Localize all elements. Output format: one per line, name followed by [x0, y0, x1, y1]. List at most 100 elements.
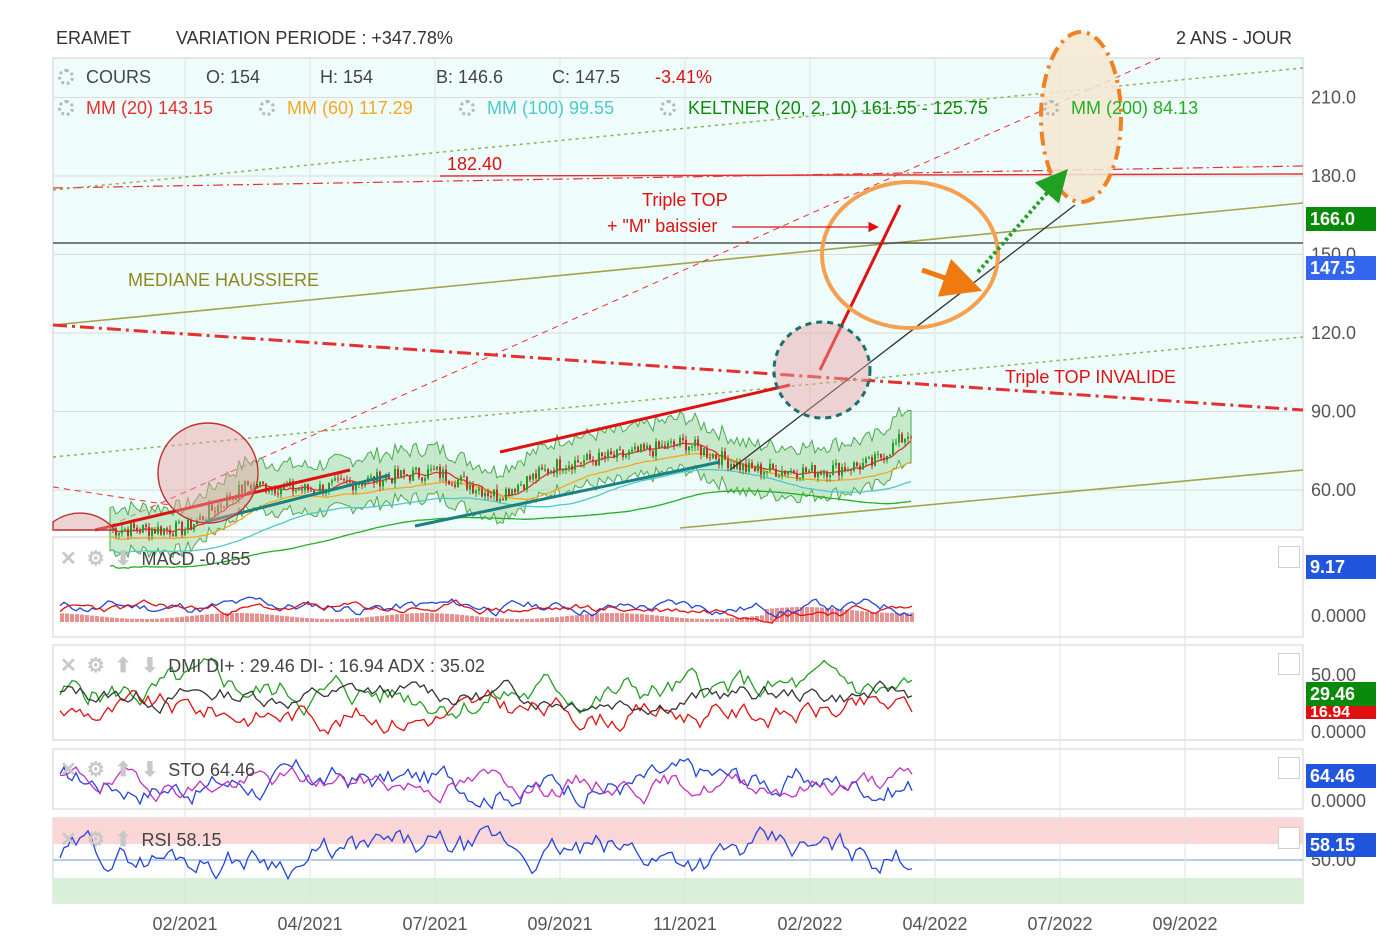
rsi-checkbox[interactable]	[1278, 827, 1300, 849]
gear-icon[interactable]	[459, 100, 475, 116]
legend-mm200[interactable]: MM (200) 84.13	[1043, 98, 1198, 119]
candle-body	[778, 475, 780, 477]
arrow-down-icon[interactable]: ⬇	[114, 548, 132, 570]
legend-keltner[interactable]: KELTNER (20, 2, 10) 161.55 - 125.75	[660, 98, 988, 119]
triple-top-label: Triple TOP	[642, 190, 728, 210]
candle-body	[199, 515, 201, 520]
macd-histogram-bar	[685, 618, 689, 622]
macd-histogram-bar	[95, 616, 99, 622]
macd-checkbox[interactable]	[1278, 546, 1300, 568]
macd-histogram-bar	[430, 613, 434, 622]
x-tick-label: 02/2021	[152, 914, 217, 934]
arrow-up-icon[interactable]: ⬆	[114, 759, 132, 781]
candle-body	[181, 521, 183, 536]
sto-d-line	[59, 765, 913, 805]
arrow-down-icon[interactable]: ⬇	[141, 759, 159, 781]
candle-body	[391, 478, 393, 484]
close-icon[interactable]: ✕	[60, 829, 77, 851]
candle-body	[241, 484, 243, 494]
macd-histogram-bar	[465, 615, 469, 622]
legend-close: C: 147.5	[552, 67, 621, 87]
close-icon[interactable]: ✕	[60, 548, 77, 570]
candle-body	[412, 469, 414, 481]
dmi-checkbox[interactable]	[1278, 653, 1300, 675]
macd-histogram-bar	[440, 613, 444, 622]
macd-histogram-bar	[495, 618, 499, 622]
triple-top-invalide-line	[52, 323, 1304, 412]
close-icon[interactable]: ✕	[60, 655, 77, 677]
candle-body	[172, 534, 174, 537]
candle-body	[136, 527, 138, 531]
close-icon[interactable]: ✕	[60, 759, 77, 781]
circle-annotation-1	[157, 422, 259, 524]
arrow-up-icon[interactable]: ⬆	[114, 829, 132, 851]
macd-histogram-bar	[700, 618, 704, 622]
gear-icon[interactable]	[58, 100, 74, 116]
candle-body	[520, 484, 522, 486]
gear-icon[interactable]: ⚙	[86, 548, 105, 570]
macd-histogram-bar	[610, 613, 614, 622]
candle-body	[541, 467, 543, 470]
candle-body	[640, 444, 642, 452]
candle-body	[493, 489, 495, 497]
dmi-minus-tag	[1306, 703, 1376, 719]
sto-checkbox[interactable]	[1278, 757, 1300, 779]
macd-histogram-bar	[525, 618, 529, 622]
macd-histogram-bar	[225, 613, 229, 622]
keltner-band	[109, 406, 912, 559]
macd-histogram-bar	[385, 615, 389, 622]
arrow-down-icon[interactable]: ⬇	[141, 655, 159, 677]
legend-cours[interactable]: COURS	[58, 67, 151, 88]
legend-mm60[interactable]: MM (60) 117.29	[259, 98, 413, 119]
gear-icon[interactable]: ⚙	[86, 829, 105, 851]
candle-body	[478, 488, 480, 491]
gear-icon[interactable]	[660, 100, 676, 116]
macd-histogram-bar	[650, 615, 654, 622]
macd-histogram-bar	[835, 608, 839, 622]
candle-body	[691, 446, 693, 448]
macd-histogram-bar	[215, 613, 219, 622]
macd-histogram-bar	[365, 617, 369, 622]
macd-histogram-bar	[735, 617, 739, 622]
gear-icon[interactable]: ⚙	[86, 655, 105, 677]
sto-zero-label: 0.0000	[1311, 791, 1366, 811]
candle-body	[724, 451, 726, 460]
candle-body	[892, 442, 894, 455]
high-price-tag: 166.0	[1306, 207, 1376, 231]
candle-body	[880, 454, 882, 458]
macd-histogram-bar	[290, 616, 294, 622]
legend-mm20[interactable]: MM (20) 143.15	[58, 98, 213, 119]
candle-body	[301, 489, 303, 491]
period-label[interactable]: 2 ANS - JOUR	[1176, 28, 1293, 48]
candle-body	[529, 476, 531, 480]
macd-histogram-bar	[475, 616, 479, 622]
candle-body	[394, 468, 396, 484]
candle-body	[124, 529, 126, 531]
candle-body	[664, 445, 666, 449]
macd-histogram-bar	[670, 617, 674, 622]
candle-body	[802, 467, 804, 479]
legend-mm100[interactable]: MM (100) 99.55	[459, 98, 614, 119]
candle-body	[577, 460, 579, 463]
gear-icon[interactable]: ⚙	[86, 759, 105, 781]
macd-histogram-bar	[335, 618, 339, 622]
gear-icon[interactable]	[1043, 100, 1059, 116]
macd-histogram-bar	[865, 611, 869, 622]
candle-body	[562, 470, 564, 472]
macd-histogram-bar	[325, 618, 329, 622]
macd-histogram-bar	[695, 618, 699, 622]
candle-body	[535, 473, 537, 479]
candle-body	[601, 452, 603, 456]
candle-body	[469, 485, 471, 490]
macd-histogram-bar	[910, 612, 914, 622]
gear-icon[interactable]	[259, 100, 275, 116]
arrow-up-icon[interactable]: ⬆	[114, 655, 132, 677]
candle-body	[685, 439, 687, 451]
macd-histogram-bar	[280, 615, 284, 622]
gear-icon[interactable]	[58, 69, 74, 85]
candle-body	[346, 480, 348, 482]
candle-body	[298, 489, 300, 491]
candle-body	[247, 480, 249, 486]
candle-body	[826, 471, 828, 477]
